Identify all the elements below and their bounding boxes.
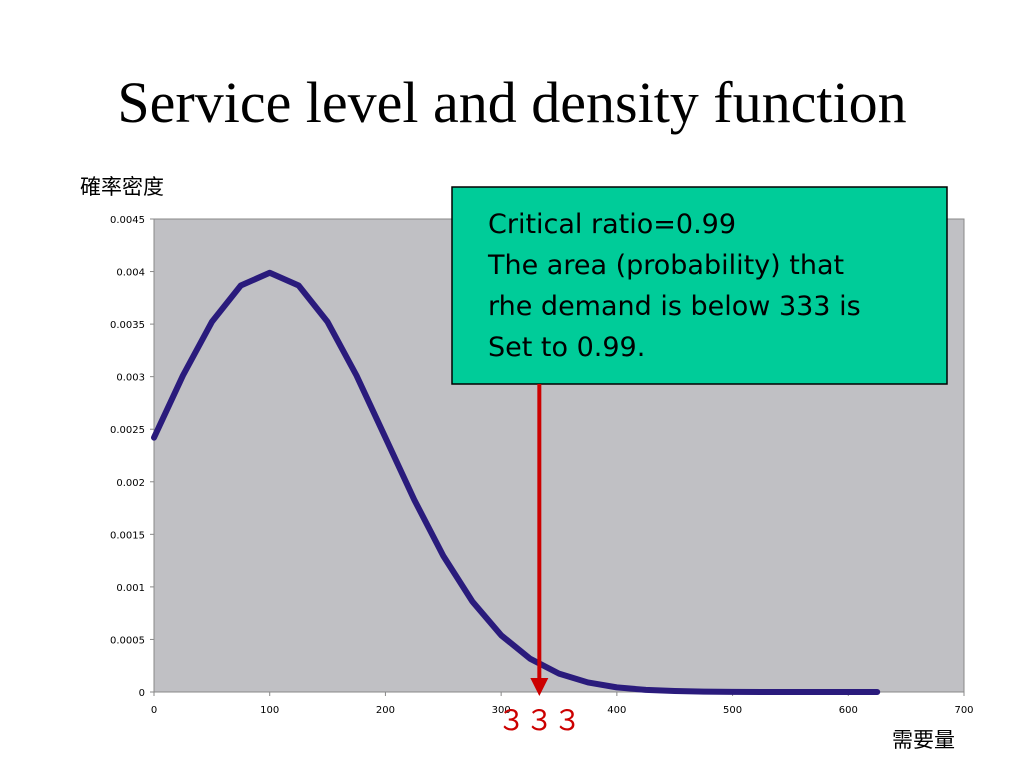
callout-box <box>451 186 948 385</box>
callout-line: Set to 0.99. <box>488 332 645 363</box>
marker-label: ３３３ <box>497 704 581 737</box>
y-axis-label: 確率密度 <box>80 175 164 199</box>
y-tick-label: 0.0015 <box>110 530 145 541</box>
y-tick-label: 0.0045 <box>110 215 145 226</box>
y-tick-label: 0.0035 <box>110 320 145 331</box>
x-tick-label: 500 <box>723 705 742 716</box>
y-tick-label: 0.001 <box>116 583 145 594</box>
x-tick-label: 600 <box>839 705 858 716</box>
callout-line: rhe demand is below 333 is <box>488 291 861 322</box>
y-tick-label: 0 <box>139 688 145 699</box>
x-tick-label: 300 <box>492 705 511 716</box>
callout-line: The area (probability) that <box>487 250 844 281</box>
density-curve <box>151 269 881 695</box>
x-tick-label: 700 <box>954 705 973 716</box>
x-axis-label: 需要量 <box>892 728 955 752</box>
y-tick-label: 0.0025 <box>110 425 145 436</box>
y-tick-label: 0.003 <box>116 373 145 384</box>
marker-arrowhead <box>530 678 549 696</box>
x-tick-label: 0 <box>151 705 157 716</box>
y-tick-label: 0.0005 <box>110 635 145 646</box>
slide-title: Service level and density function <box>117 70 906 135</box>
callout-line: Critical ratio=0.99 <box>488 209 736 240</box>
y-tick-label: 0.002 <box>116 478 145 489</box>
x-tick-label: 100 <box>260 705 279 716</box>
y-tick-label: 0.004 <box>116 268 145 279</box>
x-tick-label: 200 <box>376 705 395 716</box>
x-tick-label: 400 <box>607 705 626 716</box>
